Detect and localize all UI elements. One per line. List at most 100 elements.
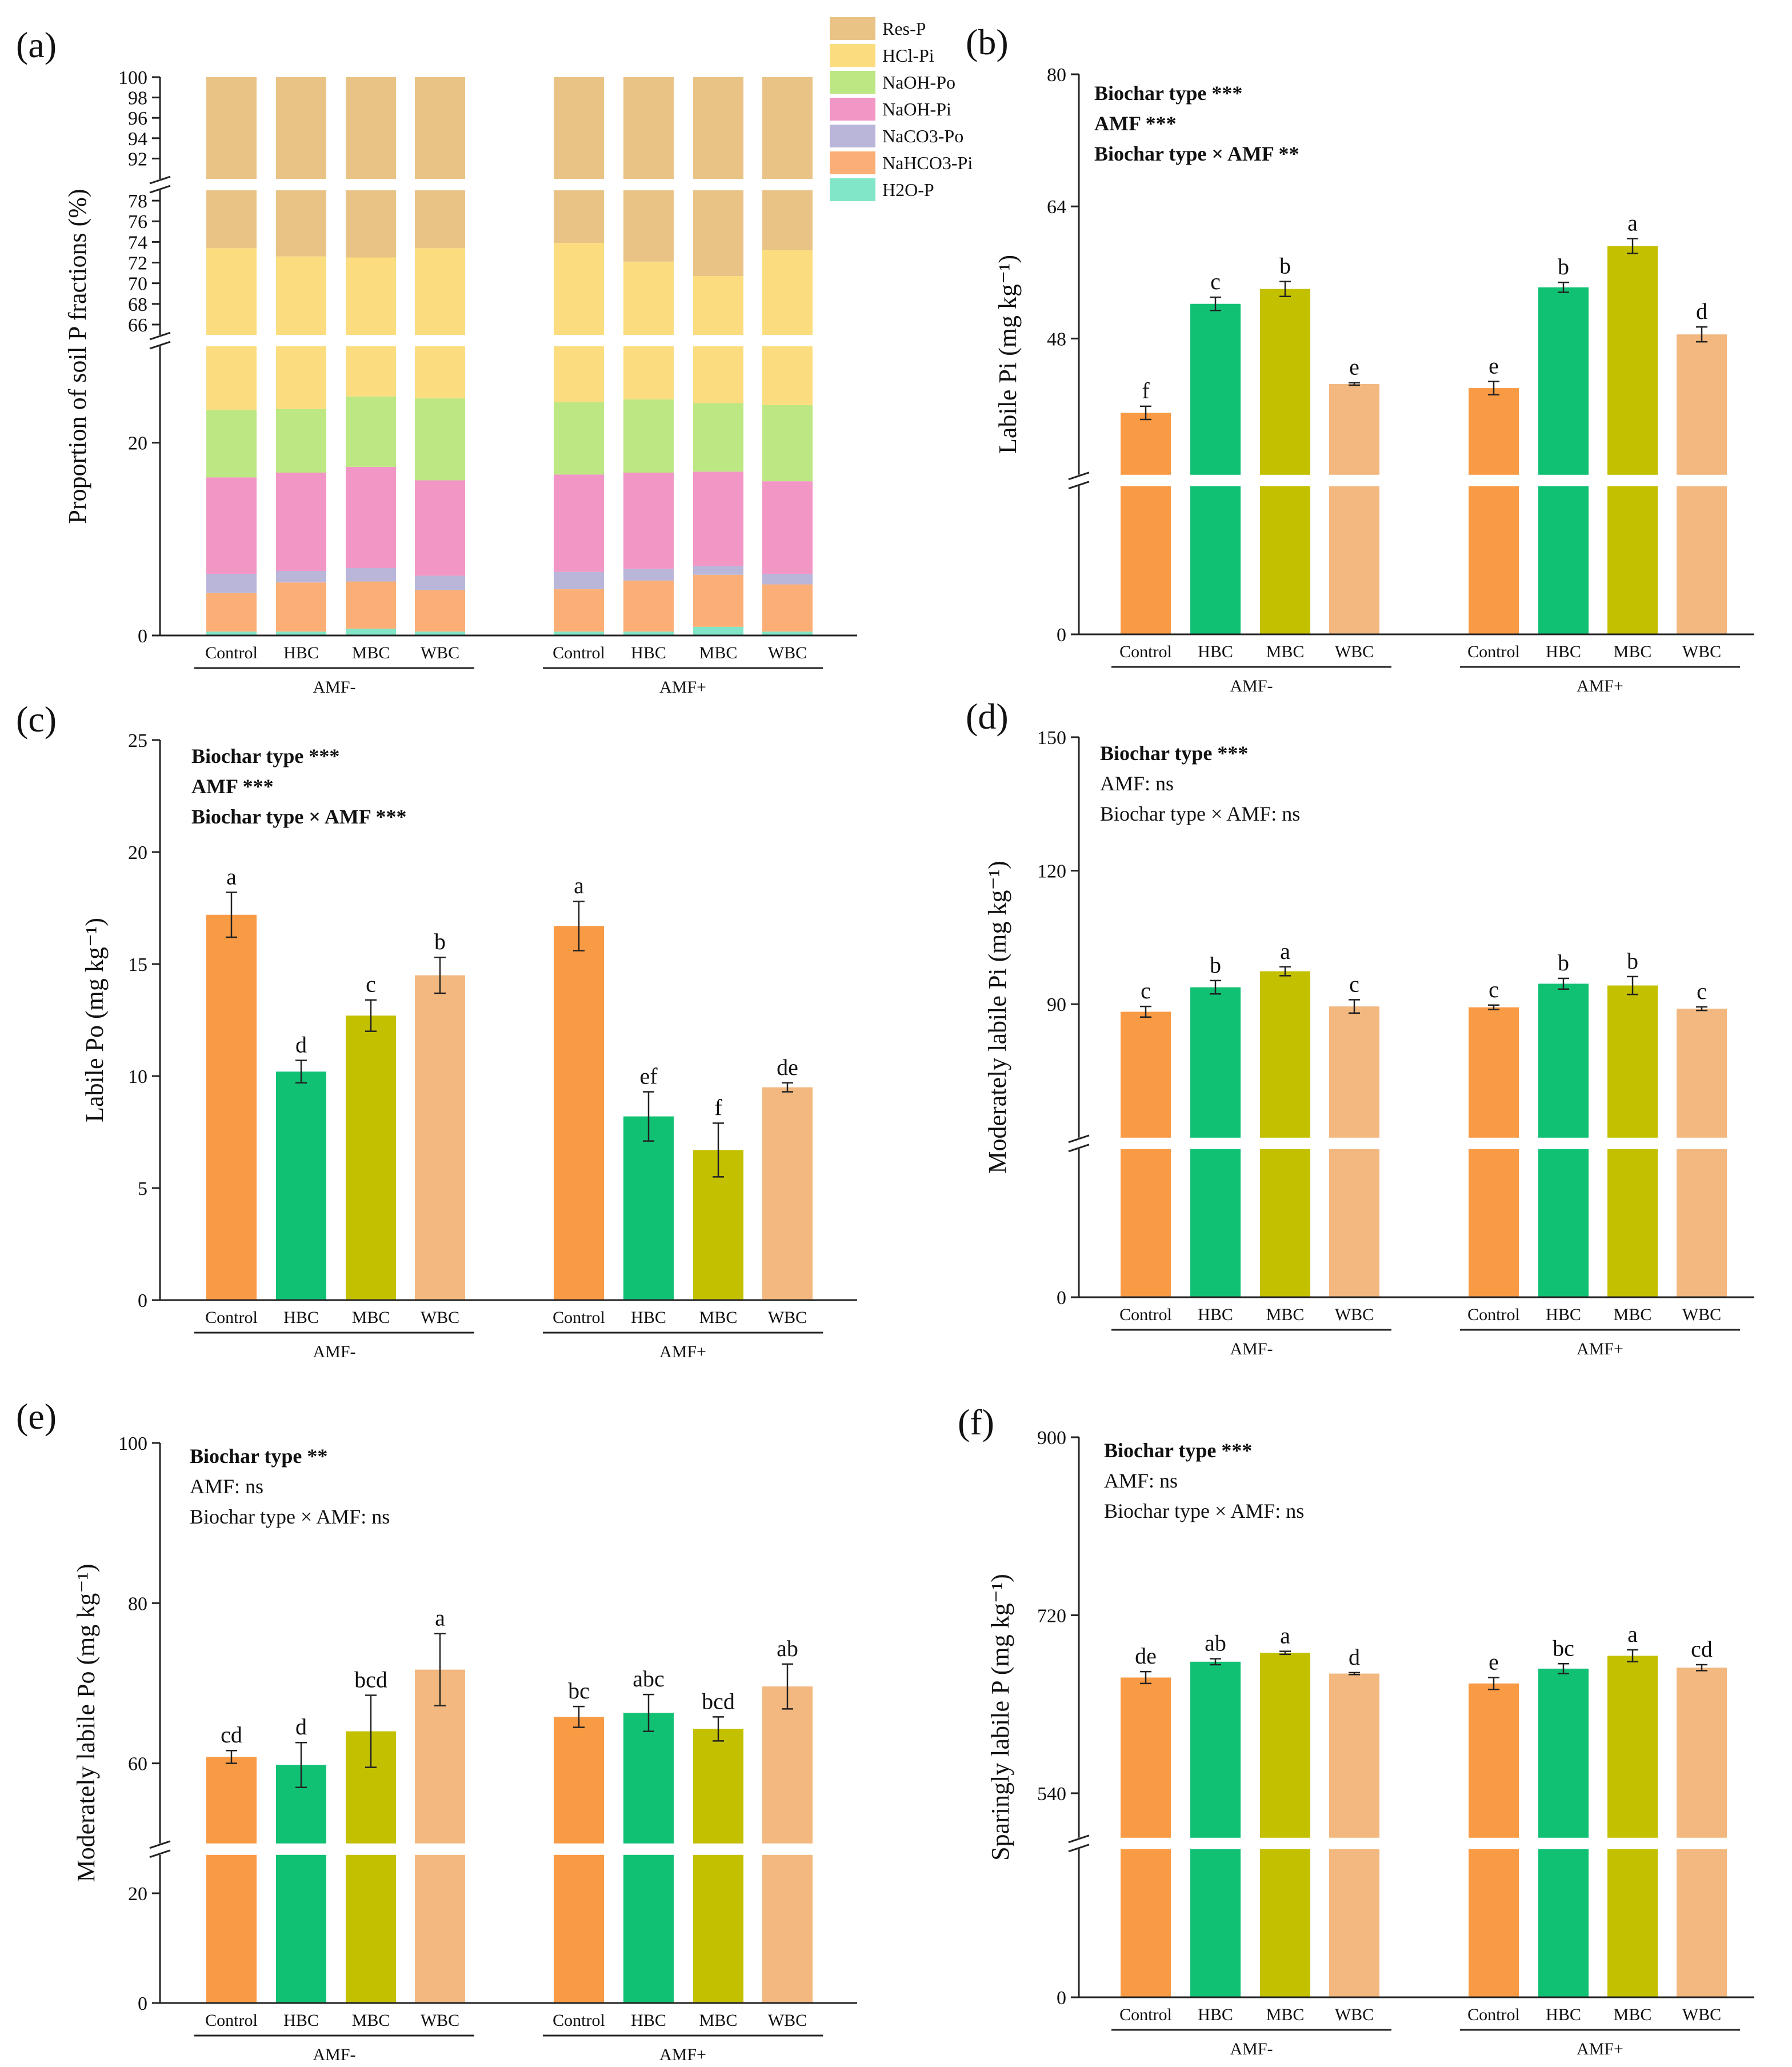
significance-letter: a: [1627, 1621, 1638, 1647]
x-axis-labels: Control HBC MBC WBC Control HBC MBC WBC AMF- AMF+: [1111, 2005, 1740, 2058]
stacked-segment-naoh-pi: [415, 480, 465, 576]
significance-letter: cd: [221, 1722, 242, 1748]
stacked-segment-naoh-po: [415, 398, 465, 481]
stacked-segment-res-p: [762, 77, 813, 179]
y-tick-label: 0: [138, 1290, 147, 1312]
x-axis-labels: Control HBC MBC WBC Control HBC MBC WBC AMF- AMF+: [1111, 1305, 1740, 1358]
x-tick-label: MBC: [1266, 642, 1305, 661]
stacked-segment-naco3-po: [762, 574, 813, 585]
y-tick-label: 100: [118, 1433, 147, 1454]
y-tick-label: 74: [128, 232, 147, 253]
stacked-segment-naoh-po: [762, 405, 813, 482]
significance-letter: a: [574, 873, 584, 898]
stacked-segment-nahco3-pi: [276, 582, 326, 632]
bar: [1677, 1668, 1727, 1838]
stacked-segment-hcl-pi: [276, 346, 326, 409]
bar: [762, 1686, 813, 1844]
y-tick-label: 5: [138, 1178, 147, 1200]
stacked-segment-res-p: [206, 190, 257, 249]
stat-line: AMF: ns: [1104, 1469, 1178, 1492]
stacked-segment-nahco3-pi: [554, 589, 604, 632]
x-axis-labels: Control HBC MBC WBC Control HBC MBC WBC AMF- AMF+: [1111, 642, 1740, 695]
stacked-segment-res-p: [276, 77, 326, 179]
stacked-segment-res-p: [346, 77, 396, 179]
y-axis: 0 540 720 900: [1037, 1428, 1754, 2009]
legend-label: NaHCO3-Pi: [882, 153, 973, 173]
x-tick-label: WBC: [1335, 642, 1374, 661]
bar: [206, 914, 257, 1300]
x-tick-label: HBC: [631, 643, 666, 662]
legend-swatch: [830, 44, 875, 67]
axis-break-mark: [1068, 1134, 1090, 1144]
y-tick-label: 0: [138, 626, 147, 647]
bar: [693, 1854, 743, 2003]
stacked-segment-hcl-pi: [762, 346, 813, 405]
bar: [1190, 303, 1241, 475]
y-tick-label: 25: [128, 730, 147, 751]
group-label: AMF-: [1230, 677, 1273, 695]
y-axis: 0 48 64 80: [1047, 65, 1754, 646]
stat-line: AMF ***: [1094, 112, 1177, 135]
bar: [623, 1854, 674, 2003]
stacked-segment-res-p: [693, 190, 743, 277]
significance-letter: b: [1210, 952, 1221, 978]
stat-line: Biochar type × AMF **: [1094, 142, 1299, 165]
bar: [1190, 987, 1241, 1138]
stat-line: Biochar type × AMF: ns: [1100, 802, 1300, 825]
x-tick-label: WBC: [421, 2011, 459, 2030]
bar: [1329, 383, 1379, 475]
x-tick-label: Control: [1467, 2005, 1520, 2024]
y-tick-label: 64: [1047, 197, 1066, 218]
x-tick-label: MBC: [352, 643, 390, 662]
bar: [1607, 1149, 1658, 1297]
y-axis: 0 20 60 80 100: [118, 1433, 857, 2014]
bar: [1677, 334, 1727, 475]
y-tick-label: 15: [128, 954, 147, 975]
x-tick-label: HBC: [283, 2011, 319, 2030]
stacked-segment-hcl-pi: [415, 346, 465, 399]
y-tick-label: 68: [128, 294, 147, 315]
y-tick-label: 20: [128, 842, 147, 863]
stacked-segment-hcl-pi: [276, 256, 326, 335]
legend-label: NaCO3-Po: [882, 126, 963, 146]
stacked-segment-naoh-po: [206, 410, 257, 478]
x-tick-label: HBC: [1198, 642, 1233, 661]
stacked-segment-naoh-po: [276, 409, 326, 473]
x-tick-label: WBC: [1335, 2005, 1374, 2024]
stacked-segment-h2o-p: [762, 631, 813, 635]
stacked-segment-h2o-p: [206, 631, 257, 635]
y-tick-label: 0: [1057, 1988, 1066, 2009]
x-tick-label: HBC: [283, 1308, 319, 1327]
stacked-segment-h2o-p: [693, 626, 743, 635]
bar: [1538, 486, 1589, 634]
group-label: AMF-: [313, 678, 355, 697]
y-tick-label: 70: [128, 274, 147, 295]
stacked-segment-naoh-po: [554, 402, 604, 475]
y-tick-label: 96: [128, 108, 147, 129]
stacked-segment-h2o-p: [346, 629, 396, 635]
bar: [1121, 486, 1171, 634]
significance-letter: de: [777, 1054, 798, 1080]
stacked-segment-hcl-pi: [346, 257, 396, 335]
stacked-segment-nahco3-pi: [346, 581, 396, 629]
y-tick-label: 0: [138, 1993, 147, 2014]
stacked-segment-hcl-pi: [206, 248, 257, 335]
stacked-segment-res-p: [554, 77, 604, 179]
axis-break-mark: [149, 175, 171, 185]
stat-line: AMF ***: [191, 775, 274, 798]
x-axis-labels: Control HBC MBC WBC Control HBC MBC WBC AMF- AMF+: [194, 643, 823, 697]
y-tick-label: 20: [128, 1884, 147, 1905]
axis-break-mark: [149, 1840, 171, 1849]
stacked-segment-naco3-po: [693, 566, 743, 575]
stacked-segment-res-p: [346, 190, 396, 258]
stacked-segment-nahco3-pi: [762, 584, 813, 632]
x-tick-label: WBC: [1335, 1305, 1374, 1324]
group-label: AMF-: [313, 2045, 355, 2064]
bar: [1538, 983, 1589, 1138]
y-tick-label: 92: [128, 149, 147, 170]
bars: c b a c c b b c: [1121, 938, 1727, 1297]
bar: [1190, 1849, 1241, 1997]
stacked-segment-res-p: [762, 190, 813, 250]
